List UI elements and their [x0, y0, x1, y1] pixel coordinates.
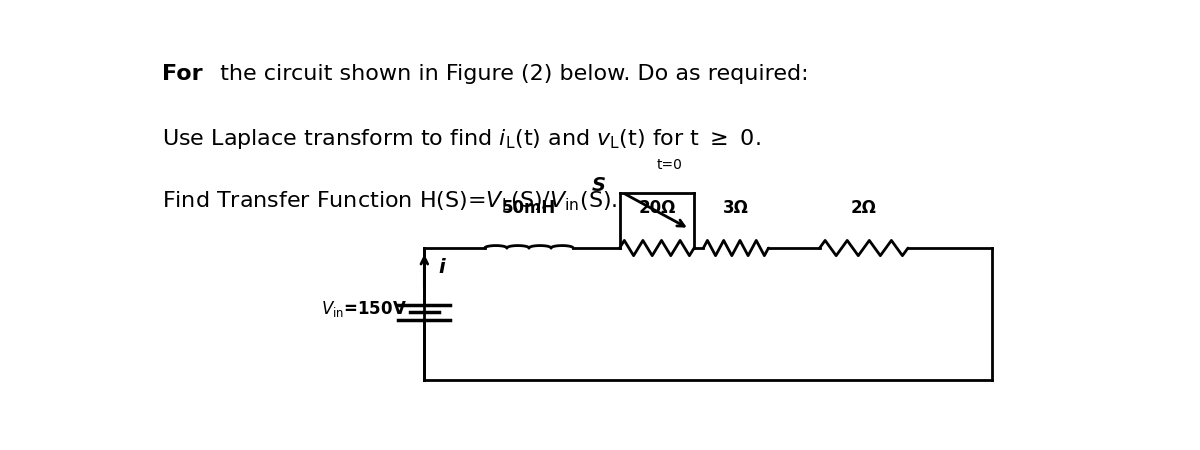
Text: 2Ω: 2Ω — [851, 199, 877, 217]
Text: the circuit shown in Figure (2) below. Do as required:: the circuit shown in Figure (2) below. D… — [214, 64, 809, 85]
Text: S: S — [592, 176, 606, 195]
Text: i: i — [438, 257, 445, 277]
Text: For: For — [162, 64, 203, 85]
Text: t=0: t=0 — [656, 158, 683, 172]
Text: Use Laplace transform to find $\mathit{i}_{\mathrm{L}}$(t) and $\mathit{v}_{\mat: Use Laplace transform to find $\mathit{i… — [162, 127, 761, 151]
Text: 20Ω: 20Ω — [638, 199, 676, 217]
Text: 50mH: 50mH — [502, 199, 556, 217]
Text: Find Transfer Function H(S)=$\mathit{V}_{\mathrm{L}}$(S)/$\mathit{V}_{\mathrm{in: Find Transfer Function H(S)=$\mathit{V}_… — [162, 189, 618, 213]
Text: $\mathit{V}_{\mathrm{in}}$=150V: $\mathit{V}_{\mathrm{in}}$=150V — [320, 299, 407, 319]
Text: 3Ω: 3Ω — [722, 199, 749, 217]
